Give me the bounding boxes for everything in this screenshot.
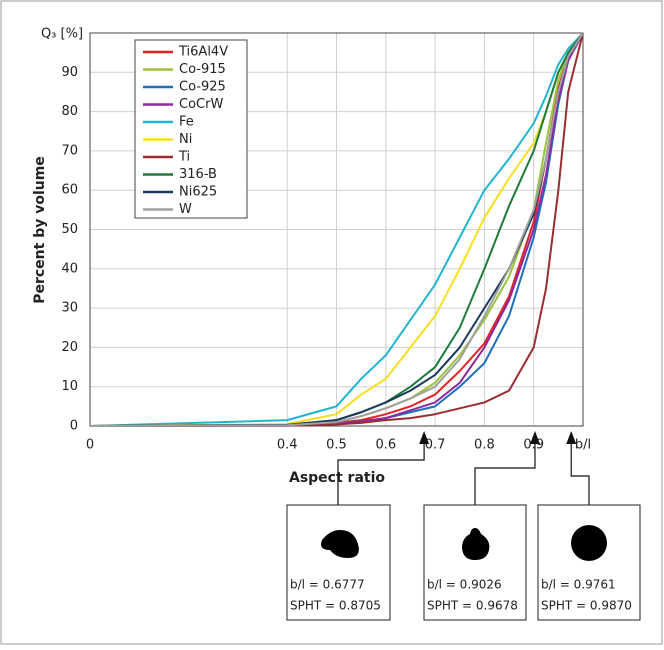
x-tick-label: 0 bbox=[86, 438, 94, 453]
legend-label: Ti bbox=[178, 150, 190, 165]
particle bbox=[321, 530, 359, 558]
particle bbox=[462, 528, 490, 560]
y-tick-label: 30 bbox=[61, 301, 78, 316]
arrow-head bbox=[419, 431, 430, 444]
series-line bbox=[89, 32, 584, 427]
inset-box bbox=[537, 504, 641, 621]
y-tick-label: 60 bbox=[61, 183, 78, 198]
legend-label: Ni625 bbox=[179, 185, 217, 200]
legend-label: CoCrW bbox=[179, 97, 223, 112]
x-axis-title: Aspect ratio bbox=[289, 470, 385, 486]
legend-label: Fe bbox=[179, 115, 194, 130]
x-tick-label: 0.5 bbox=[326, 438, 347, 453]
legend-label: Ti6Al4V bbox=[178, 45, 228, 60]
legend-label: W bbox=[179, 202, 192, 217]
x-tick-label: 0.4 bbox=[277, 438, 298, 453]
inset-box bbox=[423, 504, 527, 621]
x-tick-label: b/l bbox=[575, 438, 591, 453]
y-tick-label: 40 bbox=[61, 261, 78, 276]
annotation-arrow bbox=[570, 434, 590, 505]
annotation-arrow bbox=[474, 434, 536, 505]
legend-label: Co-915 bbox=[179, 62, 226, 77]
y-tick-label: 90 bbox=[61, 65, 78, 80]
x-tick-label: 0.8 bbox=[474, 438, 495, 453]
series-line bbox=[89, 32, 584, 427]
legend-label: Ni bbox=[179, 132, 192, 147]
y-tick-label: 10 bbox=[61, 379, 78, 394]
annotation-arrow bbox=[337, 434, 425, 505]
series-line bbox=[89, 32, 584, 427]
x-tick-label: 0.7 bbox=[425, 438, 446, 453]
y-unit-label: Q₃ [%] bbox=[41, 27, 83, 42]
plot-frame bbox=[89, 32, 584, 427]
annotation-label: b/l = 0.9026 bbox=[427, 578, 502, 592]
particle bbox=[571, 525, 607, 561]
y-tick-label: 0 bbox=[70, 419, 78, 434]
x-tick-label: 0.6 bbox=[375, 438, 396, 453]
y-tick-label: 50 bbox=[61, 222, 78, 237]
insets bbox=[286, 504, 641, 621]
y-tick-label: 20 bbox=[61, 340, 78, 355]
y-axis-title: Percent by volume bbox=[32, 156, 48, 304]
arrow-head bbox=[566, 431, 577, 444]
annotation-spht: SPHT = 0.9678 bbox=[427, 599, 518, 613]
annotation-spht: SPHT = 0.8705 bbox=[290, 599, 381, 613]
legend-label: 316-B bbox=[179, 167, 217, 182]
arrow-head bbox=[529, 431, 540, 444]
legend-label: Co-925 bbox=[179, 80, 226, 95]
annotation-label: b/l = 0.9761 bbox=[541, 578, 616, 592]
annotation-spht: SPHT = 0.9870 bbox=[541, 599, 632, 613]
y-tick-label: 70 bbox=[61, 143, 78, 158]
y-tick-label: 80 bbox=[61, 104, 78, 119]
series-line bbox=[89, 32, 584, 427]
annotation-label: b/l = 0.6777 bbox=[290, 578, 365, 592]
